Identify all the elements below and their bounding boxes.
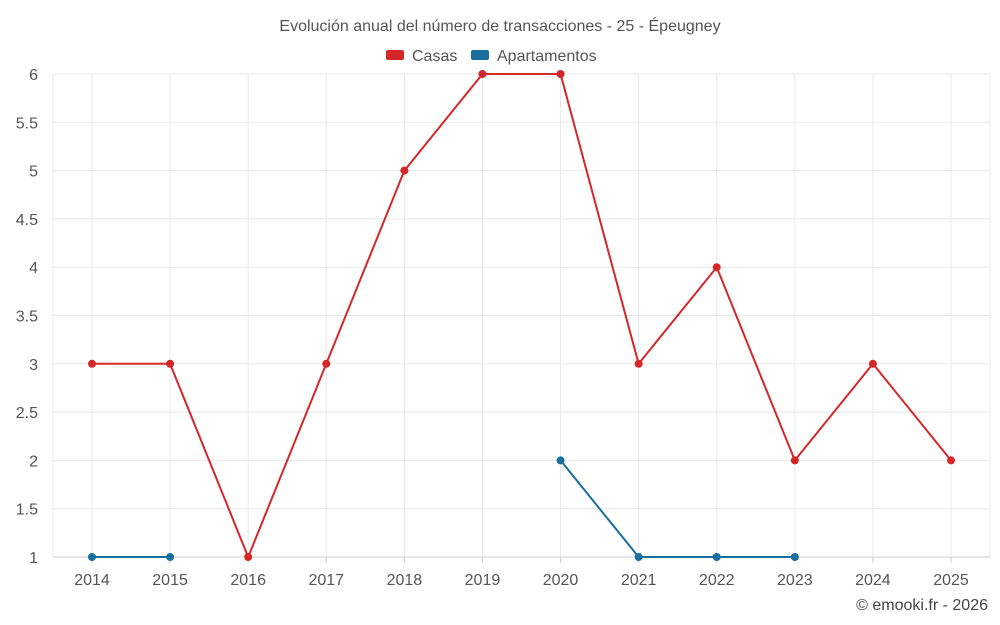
data-point-apartamentos[interactable] xyxy=(634,553,643,561)
legend: Casas Apartamentos xyxy=(386,48,597,65)
legend-label-apartamentos: Apartamentos xyxy=(497,48,597,65)
legend-item-apartamentos[interactable]: Apartamentos xyxy=(471,48,597,65)
y-tick-label: 5.5 xyxy=(16,115,38,132)
data-point-casas[interactable] xyxy=(478,70,487,78)
x-tick-label: 2019 xyxy=(465,572,501,589)
y-tick-label: 5 xyxy=(29,164,38,181)
data-point-casas[interactable] xyxy=(712,263,721,272)
data-point-casas[interactable] xyxy=(790,456,799,465)
data-point-casas[interactable] xyxy=(322,359,331,368)
y-tick-label: 4 xyxy=(29,260,38,277)
legend-label-casas: Casas xyxy=(412,48,457,65)
data-point-casas[interactable] xyxy=(556,70,565,78)
data-point-casas[interactable] xyxy=(88,359,96,368)
y-tick-label: 3.5 xyxy=(16,309,38,326)
series-apartamentos xyxy=(88,456,799,561)
data-point-apartamentos[interactable] xyxy=(166,553,175,561)
series-layer xyxy=(88,70,955,561)
y-tick-label: 2.5 xyxy=(16,405,38,422)
y-tick-label: 6 xyxy=(29,67,38,84)
legend-swatch-casas xyxy=(386,50,404,60)
axes: 1 1.5 2 2.5 3 3.5 4 4.5 5 5.5 6 2014 2015 2016 2017 201… xyxy=(16,67,969,589)
x-tick-label: 2016 xyxy=(230,572,266,589)
x-tick-label: 2024 xyxy=(855,572,891,589)
x-tick-label: 2025 xyxy=(933,572,969,589)
data-point-casas[interactable] xyxy=(947,456,955,465)
x-tick-label: 2015 xyxy=(152,572,188,589)
x-tick-label: 2020 xyxy=(543,572,579,589)
chart-title: Evolución anual del número de transaccio… xyxy=(279,16,720,35)
y-tick-label: 3 xyxy=(29,357,38,374)
data-point-apartamentos[interactable] xyxy=(790,553,799,561)
data-point-apartamentos[interactable] xyxy=(556,456,565,465)
series-line-apartamentos xyxy=(559,459,795,558)
data-point-casas[interactable] xyxy=(400,166,409,175)
data-point-apartamentos[interactable] xyxy=(712,553,721,561)
data-point-casas[interactable] xyxy=(244,553,253,561)
y-tick-label: 2 xyxy=(29,453,38,470)
series-line-casas xyxy=(92,73,952,558)
x-tick-label: 2017 xyxy=(308,572,344,589)
data-point-casas[interactable] xyxy=(166,359,175,368)
legend-swatch-apartamentos xyxy=(471,50,489,60)
series-casas xyxy=(88,70,955,561)
data-point-apartamentos[interactable] xyxy=(88,553,96,561)
y-tick-label: 4.5 xyxy=(16,212,38,229)
data-point-casas[interactable] xyxy=(634,359,643,368)
grid xyxy=(52,73,991,558)
legend-item-casas[interactable]: Casas xyxy=(386,48,457,65)
x-tick-label: 2022 xyxy=(699,572,735,589)
y-tick-label: 1.5 xyxy=(16,502,38,519)
x-tick-label: 2018 xyxy=(387,572,423,589)
x-tick-label: 2014 xyxy=(74,572,110,589)
data-point-casas[interactable] xyxy=(868,359,877,368)
x-tick-label: 2021 xyxy=(621,572,657,589)
x-tick-label: 2023 xyxy=(777,572,813,589)
credit-text: © emooki.fr - 2026 xyxy=(856,597,988,614)
y-tick-label: 1 xyxy=(29,550,38,567)
